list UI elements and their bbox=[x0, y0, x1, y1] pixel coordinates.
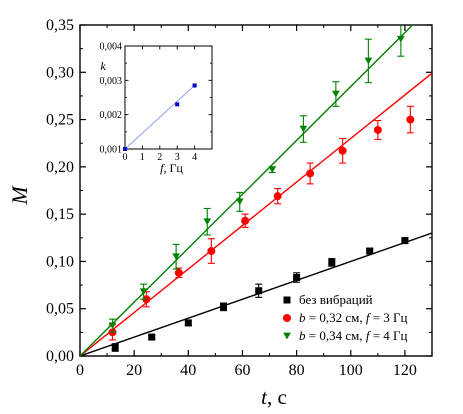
y-tick-label: 0,05 bbox=[46, 301, 74, 318]
inset-x-tick-label: 0 bbox=[123, 152, 128, 163]
inset-y-tick-label: 0,001 bbox=[100, 145, 123, 156]
x-tick-label: 40 bbox=[180, 362, 196, 379]
inset-data-point bbox=[123, 147, 127, 151]
legend-marker bbox=[283, 314, 291, 322]
data-point bbox=[148, 333, 156, 341]
data-point bbox=[111, 343, 119, 351]
x-tick-label: 100 bbox=[339, 362, 363, 379]
y-tick-label: 0,15 bbox=[46, 206, 74, 223]
inset-y-tick-label: 0,002 bbox=[100, 110, 123, 121]
data-point bbox=[397, 35, 405, 43]
data-point bbox=[406, 115, 415, 124]
inset-fit-line bbox=[124, 85, 195, 150]
y-axis-label: M bbox=[7, 185, 32, 206]
data-point bbox=[220, 303, 228, 311]
inset-plot: 0 1 2 3 4 0,001 0,002 0,003 0,004 f, Гц k bbox=[100, 42, 213, 175]
inset-frame bbox=[124, 45, 213, 150]
legend-marker bbox=[283, 332, 291, 340]
data-point bbox=[373, 125, 382, 134]
inset-x-axis-label: f, Гц bbox=[160, 161, 183, 175]
data-point bbox=[174, 268, 183, 277]
data-point bbox=[306, 169, 315, 178]
main-plot: 0 20 40 60 80 100 1200,000,050,100,150,200,250… bbox=[7, 17, 433, 409]
data-point bbox=[293, 274, 301, 282]
data-point bbox=[108, 322, 117, 330]
fit-line bbox=[80, 25, 414, 356]
x-tick-label: 120 bbox=[393, 362, 417, 379]
x-tick-label: 20 bbox=[126, 362, 142, 379]
data-point bbox=[299, 125, 308, 133]
inset-data-point bbox=[175, 102, 180, 107]
data-point bbox=[364, 57, 373, 65]
inset-x-tick-label: 4 bbox=[192, 152, 197, 163]
data-point bbox=[268, 166, 277, 174]
data-point bbox=[332, 90, 340, 98]
x-tick-label: 80 bbox=[289, 362, 305, 379]
inset-x-tick-label: 3 bbox=[175, 152, 180, 163]
inset-data-point bbox=[192, 83, 197, 88]
inset-x-tick-label: 2 bbox=[157, 152, 162, 163]
x-tick-label: 0 bbox=[76, 362, 84, 379]
inset-y-axis-label: k bbox=[100, 59, 106, 73]
legend-marker bbox=[283, 296, 291, 304]
y-tick-label: 0,20 bbox=[46, 159, 74, 176]
y-tick-label: 0,10 bbox=[46, 253, 74, 270]
y-tick-label: 0,25 bbox=[46, 112, 74, 129]
data-point bbox=[172, 253, 180, 261]
inset-x-tick-label: 1 bbox=[140, 152, 145, 163]
legend-label: b = 0,32 см, f = 3 Гц bbox=[299, 310, 408, 325]
data-point bbox=[241, 216, 250, 225]
x-tick-label: 60 bbox=[234, 362, 250, 379]
y-tick-label: 0,00 bbox=[46, 348, 74, 365]
data-point bbox=[366, 247, 374, 255]
y-tick-label: 0,30 bbox=[46, 64, 74, 81]
data-point bbox=[203, 218, 212, 226]
legend: без вибраций b = 0,32 см, f = 3 Гц b = 0,3… bbox=[283, 292, 408, 343]
main-data bbox=[80, 25, 432, 356]
legend-label: без вибраций bbox=[299, 292, 373, 307]
fit-line bbox=[80, 72, 432, 356]
data-point bbox=[139, 288, 148, 296]
legend-label: b = 0,34 см, f = 4 Гц bbox=[299, 328, 408, 343]
data-point bbox=[207, 247, 216, 256]
data-point bbox=[273, 192, 282, 201]
fit-line bbox=[80, 232, 432, 356]
data-point bbox=[235, 198, 244, 206]
inset-y-tick-label: 0,004 bbox=[100, 42, 123, 53]
data-point bbox=[255, 287, 263, 295]
x-axis-label: t, с bbox=[261, 385, 287, 409]
data-point bbox=[401, 237, 409, 245]
inset-y-tick-label: 0,003 bbox=[100, 76, 123, 87]
data-point bbox=[338, 146, 347, 155]
data-point bbox=[184, 319, 192, 327]
data-point bbox=[328, 258, 336, 266]
y-tick-label: 0,35 bbox=[46, 17, 74, 34]
